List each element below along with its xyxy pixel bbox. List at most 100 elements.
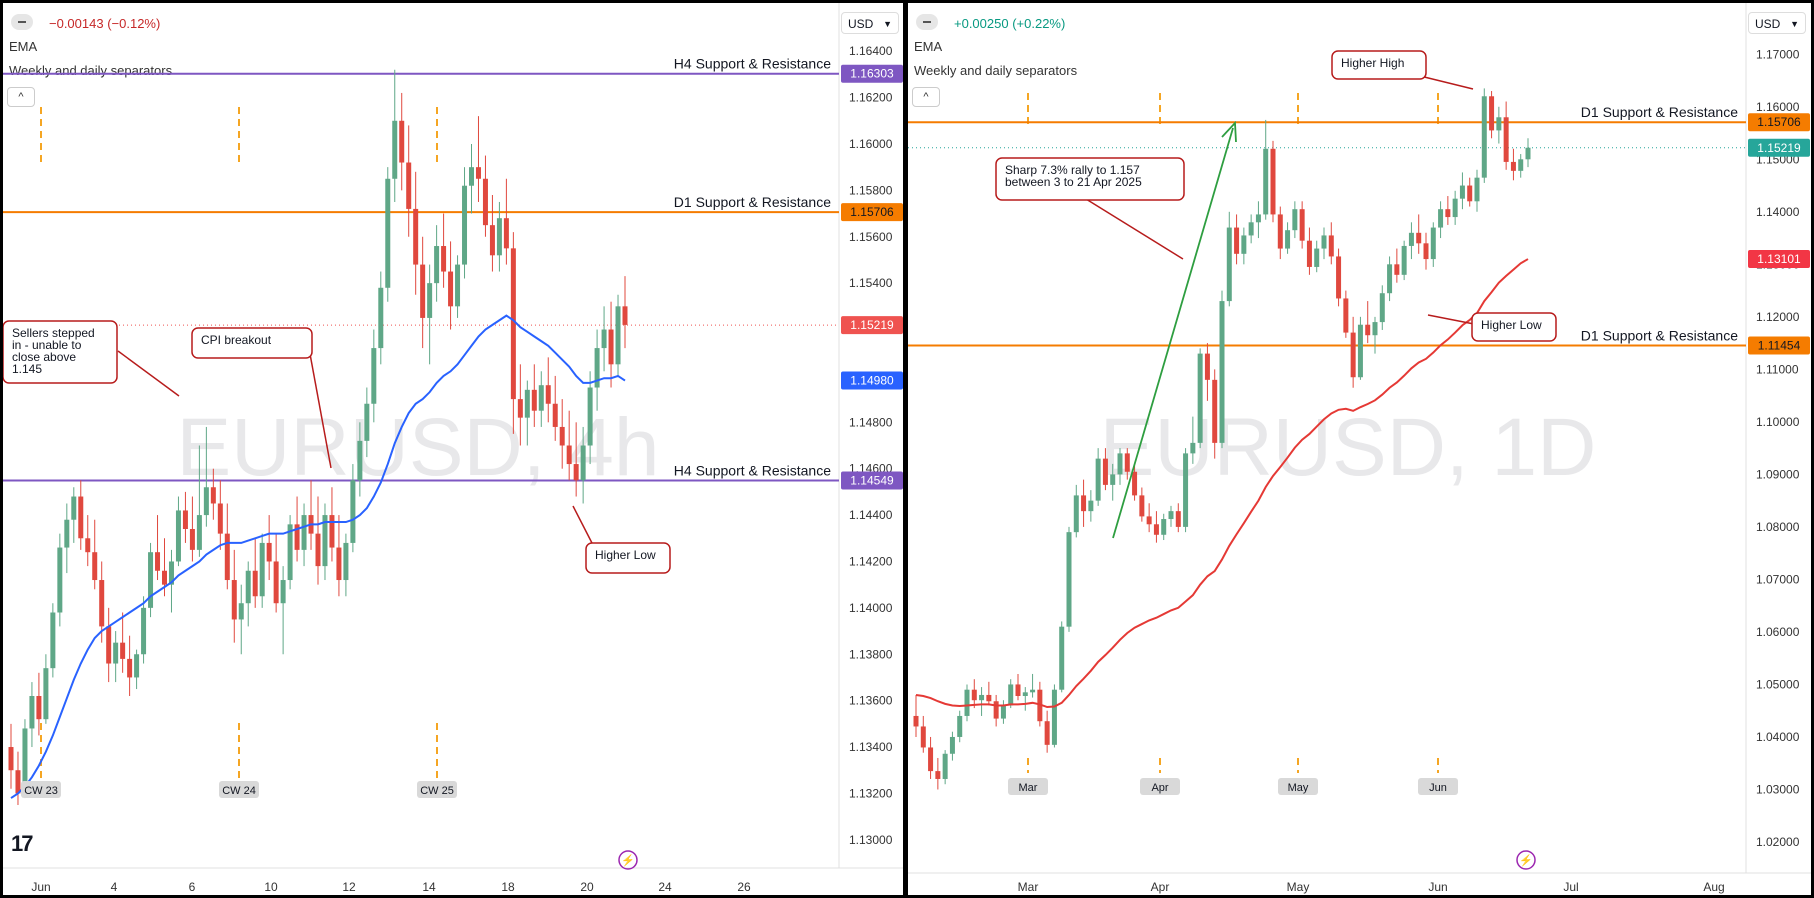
candle-body bbox=[1263, 148, 1269, 215]
candle-body bbox=[266, 542, 272, 562]
time-tick-label: Jun bbox=[1428, 880, 1447, 894]
candle-body bbox=[64, 519, 70, 548]
price-tick-label: 1.17000 bbox=[1756, 47, 1800, 61]
right-chart-panel[interactable]: +0.00250 (+0.22%) EMA Weekly and daily s… bbox=[906, 0, 1814, 898]
arrow-head-icon bbox=[1221, 120, 1237, 143]
callout-box bbox=[995, 157, 1185, 201]
indicator-ema-label[interactable]: EMA bbox=[9, 39, 38, 54]
currency-selector[interactable]: USD ▼ bbox=[1748, 12, 1806, 34]
annotation-callout[interactable]: Higher High bbox=[1331, 50, 1474, 90]
candle-body bbox=[315, 533, 321, 567]
candle-body bbox=[496, 218, 502, 256]
candle-body bbox=[1292, 209, 1298, 231]
candle-body bbox=[942, 753, 948, 779]
candle-body bbox=[378, 287, 384, 349]
price-badge-text: 1.15219 bbox=[1757, 141, 1801, 155]
candle-body bbox=[1372, 322, 1378, 336]
candle-body bbox=[1008, 684, 1014, 706]
candle-body bbox=[127, 658, 133, 678]
price-tick-label: 1.16000 bbox=[1756, 100, 1800, 114]
candle-body bbox=[462, 185, 468, 265]
candle-body bbox=[979, 694, 985, 701]
time-tick-label: Mar bbox=[1018, 880, 1039, 894]
candle-body bbox=[1030, 689, 1036, 693]
candle-body bbox=[217, 503, 223, 534]
annotation-callout[interactable]: CPI breakout bbox=[191, 327, 332, 469]
candle-body bbox=[1314, 248, 1320, 267]
indicator-ema-label[interactable]: EMA bbox=[914, 39, 943, 54]
level-price-badge bbox=[841, 203, 903, 222]
candle-body bbox=[957, 715, 963, 737]
collapse-legend-button[interactable]: ^ bbox=[7, 87, 35, 107]
candle-body bbox=[971, 689, 977, 701]
candle-body bbox=[1306, 240, 1312, 267]
price-badge-text: 1.15219 bbox=[850, 318, 894, 332]
chevron-down-icon: ▼ bbox=[1790, 19, 1799, 29]
legend-menu-icon[interactable] bbox=[916, 14, 938, 30]
candle-body bbox=[552, 403, 558, 427]
price-badge bbox=[1748, 138, 1810, 157]
time-tick-label: 4 bbox=[111, 880, 118, 894]
callout-text: Higher Low bbox=[1481, 318, 1542, 332]
candle-body bbox=[1234, 227, 1240, 254]
price-tick-label: 1.14000 bbox=[1756, 205, 1800, 219]
candle-body bbox=[322, 515, 328, 567]
lightning-icon: ⚡ bbox=[621, 854, 635, 867]
candle-body bbox=[280, 580, 286, 604]
symbol-watermark: EURUSD, 4h bbox=[176, 402, 659, 493]
collapse-legend-button[interactable]: ^ bbox=[912, 87, 940, 107]
candle-body bbox=[1328, 235, 1334, 257]
price-tick-label: 1.13800 bbox=[849, 647, 893, 661]
price-tick-label: 1.13400 bbox=[849, 740, 893, 754]
candle-body bbox=[441, 246, 447, 272]
price-tick-label: 1.14200 bbox=[849, 554, 893, 568]
candle-body bbox=[259, 542, 265, 597]
price-tick-label: 1.16200 bbox=[849, 91, 893, 105]
candle-body bbox=[580, 445, 586, 481]
candle-body bbox=[1518, 159, 1524, 171]
candle-body bbox=[196, 515, 202, 550]
candle-body bbox=[1153, 524, 1159, 535]
candle-body bbox=[1226, 227, 1232, 302]
left-chart-panel[interactable]: −0.00143 (−0.12%) EMA Weekly and daily s… bbox=[0, 0, 906, 898]
level-price-text: 1.14549 bbox=[850, 474, 894, 488]
callout-text: CPI breakout bbox=[201, 333, 272, 347]
period-label-box bbox=[417, 781, 457, 798]
candle-body bbox=[1365, 324, 1371, 336]
level-price-text: 1.16303 bbox=[850, 67, 894, 81]
candle-body bbox=[1168, 511, 1174, 520]
price-tick-label: 1.16000 bbox=[849, 137, 893, 151]
candle-body bbox=[15, 770, 21, 794]
right-price-chart[interactable]: EURUSD, 1D1.170001.160001.150001.140001.… bbox=[908, 3, 1812, 895]
support-resistance-label: H4 Support & Resistance bbox=[674, 56, 831, 72]
candle-body bbox=[371, 348, 377, 404]
left-price-chart[interactable]: EURUSD, 4h 1.16400 1.16200 1.16000 1.15800 1.… bbox=[3, 3, 903, 895]
currency-selector[interactable]: USD ▼ bbox=[841, 12, 899, 34]
candle-body bbox=[1343, 298, 1349, 333]
callout-box bbox=[191, 327, 313, 359]
candle-body bbox=[120, 642, 126, 659]
candle-body bbox=[545, 385, 551, 404]
annotation-callout[interactable]: Higher Low bbox=[572, 505, 671, 574]
callout-pointer bbox=[1085, 198, 1184, 260]
candle-body bbox=[1095, 458, 1101, 501]
candle-body bbox=[587, 387, 593, 446]
legend-menu-icon[interactable] bbox=[11, 14, 33, 30]
candle-body bbox=[434, 246, 440, 284]
annotation-callout[interactable]: Higher Low bbox=[1427, 312, 1557, 342]
callout-box bbox=[3, 320, 118, 384]
support-resistance-label: D1 Support & Resistance bbox=[674, 194, 831, 210]
candle-body bbox=[517, 399, 523, 418]
indicator-separators-label[interactable]: Weekly and daily separators bbox=[914, 63, 1078, 78]
candle-body bbox=[622, 306, 628, 325]
callout-box bbox=[1331, 50, 1427, 80]
candle-body bbox=[385, 178, 391, 288]
time-tick-label: 6 bbox=[189, 880, 196, 894]
candle-body bbox=[1452, 198, 1458, 218]
candle-body bbox=[1430, 227, 1436, 260]
candle-body bbox=[1350, 332, 1356, 378]
candle-body bbox=[406, 162, 412, 209]
candle-body bbox=[1175, 511, 1181, 527]
